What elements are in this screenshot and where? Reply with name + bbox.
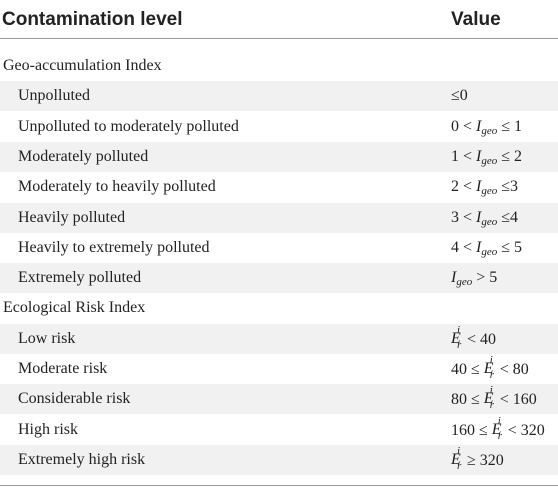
group-title: Ecological Risk Index bbox=[3, 299, 146, 317]
value-prefix: 2 < bbox=[451, 178, 477, 196]
symbol-subscript: geo bbox=[481, 124, 498, 137]
value-suffix: ≤ 2 bbox=[497, 147, 523, 165]
symbol-subscript: r bbox=[497, 429, 503, 442]
symbol-superscript: i bbox=[457, 444, 461, 457]
value-suffix: ≤4 bbox=[497, 208, 519, 226]
row-value: 4 < Igeo ≤ 5 bbox=[451, 239, 522, 258]
symbol-superscript: i bbox=[457, 323, 461, 336]
symbol-superscript: i bbox=[489, 354, 493, 366]
table-row: Heavily to extremely polluted 4 < Igeo ≤ … bbox=[0, 233, 558, 263]
symbol-base: E bbox=[491, 420, 502, 438]
row-label: Moderate risk bbox=[18, 360, 108, 377]
value-suffix: ≤ 5 bbox=[497, 238, 523, 256]
row-label: Moderately to heavily polluted bbox=[18, 178, 216, 196]
value-suffix: < 160 bbox=[495, 391, 537, 409]
value-prefix: 40 ≤ bbox=[451, 361, 484, 378]
row-label: Extremely polluted bbox=[18, 269, 142, 287]
symbol-base: E bbox=[451, 450, 461, 468]
row-value: 2 < Igeo ≤3 bbox=[451, 178, 518, 197]
value-prefix: 80 ≤ bbox=[451, 391, 484, 409]
table-row: Moderately to heavily polluted 2 < Igeo ≤… bbox=[0, 172, 558, 202]
symbol-superscript: i bbox=[489, 384, 493, 397]
symbol-base: E bbox=[451, 329, 461, 347]
symbol-base: E bbox=[483, 360, 494, 377]
value-suffix: ≤3 bbox=[497, 178, 519, 196]
table-row: Unpolluted ≤0 bbox=[0, 81, 558, 112]
bottom-rule bbox=[0, 485, 558, 486]
row-value: 0 < Igeo ≤ 1 bbox=[451, 118, 522, 137]
row-label: High risk bbox=[18, 420, 78, 438]
row-value: 1 < Igeo ≤ 2 bbox=[451, 148, 522, 167]
value-suffix: < 80 bbox=[495, 361, 529, 378]
value-prefix: 4 < bbox=[451, 238, 477, 256]
row-label: Considerable risk bbox=[18, 390, 131, 408]
row-label: Low risk bbox=[18, 329, 76, 347]
group-title-row: Ecological Risk Index bbox=[0, 293, 558, 323]
value-suffix: < 320 bbox=[503, 421, 545, 439]
table-header: Contamination level Value bbox=[0, 0, 558, 40]
symbol-subscript: r bbox=[457, 459, 462, 472]
row-label: Unpolluted bbox=[18, 87, 90, 105]
symbol-base: I bbox=[476, 147, 482, 165]
header-value: Value bbox=[451, 9, 501, 30]
symbol-base: I bbox=[451, 269, 457, 287]
row-label: Extremely high risk bbox=[18, 450, 146, 468]
row-value: 3 < Igeo ≤4 bbox=[451, 209, 518, 228]
symbol-base: I bbox=[476, 238, 482, 256]
symbol-subscript: geo bbox=[456, 276, 473, 289]
symbol-base: I bbox=[476, 117, 482, 135]
symbol-subscript: geo bbox=[481, 185, 498, 198]
value-suffix: < 40 bbox=[463, 330, 497, 348]
table-row: Moderately polluted 1 < Igeo ≤ 2 bbox=[0, 141, 558, 172]
symbol-base: I bbox=[476, 178, 482, 196]
symbol-subscript: geo bbox=[481, 215, 498, 228]
symbol-subscript: r bbox=[489, 399, 495, 412]
value-prefix: 3 < bbox=[451, 208, 477, 226]
symbol-base: E bbox=[483, 390, 494, 408]
header-contamination-level: Contamination level bbox=[2, 9, 183, 30]
symbol-superscript: i bbox=[497, 414, 501, 427]
symbol-subscript: geo bbox=[481, 154, 498, 167]
value-prefix: 160 ≤ bbox=[451, 421, 492, 439]
symbol-subscript: r bbox=[457, 338, 462, 351]
group-title: Geo-accumulation Index bbox=[3, 57, 162, 74]
row-label: Heavily polluted bbox=[18, 208, 126, 226]
symbol-subscript: r bbox=[489, 369, 495, 381]
table-row: Heavily polluted 3 < Igeo ≤4 bbox=[0, 202, 558, 233]
row-label: Unpolluted to moderately polluted bbox=[18, 117, 239, 135]
symbol-base: I bbox=[476, 208, 482, 226]
row-label: Heavily to extremely polluted bbox=[18, 238, 210, 256]
value-suffix: ≥ 320 bbox=[463, 451, 504, 469]
symbol-subscript: geo bbox=[481, 245, 498, 258]
table-row: Extremely polluted Igeo > 5 bbox=[0, 263, 558, 294]
table-row: Unpolluted to moderately polluted 0 < Ige… bbox=[0, 112, 558, 142]
row-label: Moderately polluted bbox=[18, 147, 149, 165]
header-rule bbox=[0, 38, 558, 39]
row-value: ≤0 bbox=[451, 87, 468, 105]
group-title-row: Geo-accumulation Index bbox=[0, 51, 558, 81]
value-prefix: 1 < bbox=[451, 147, 477, 165]
value-prefix: 0 < bbox=[451, 117, 477, 135]
value-suffix: ≤ 1 bbox=[497, 117, 523, 135]
value-suffix: > 5 bbox=[472, 269, 498, 287]
row-value: Igeo > 5 bbox=[451, 269, 497, 288]
